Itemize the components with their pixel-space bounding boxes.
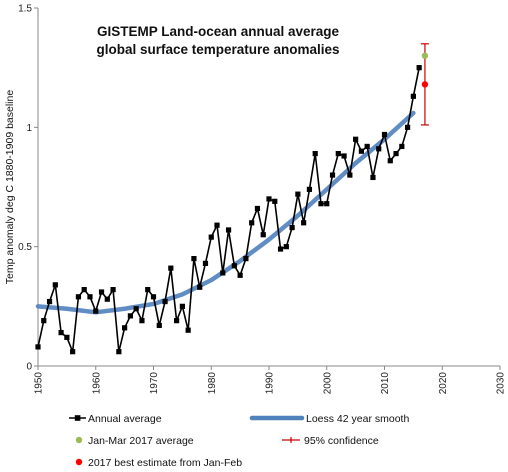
x-tick-label: 1990 — [265, 372, 276, 395]
annual-point — [64, 334, 70, 340]
jan-mar-2017-point — [421, 52, 429, 59]
annual-point — [283, 244, 289, 250]
x-tick-label: 1960 — [91, 372, 102, 395]
annual-point — [145, 287, 151, 293]
annual-point — [306, 186, 313, 192]
annual-point — [225, 227, 232, 233]
annual-point — [58, 329, 64, 336]
annual-point — [98, 289, 105, 295]
x-tick-label: 2010 — [380, 372, 391, 395]
annual-point — [35, 344, 41, 350]
annual-point — [410, 93, 416, 99]
legend-confidence-label: 95% confidence — [304, 435, 379, 447]
annual-point — [266, 196, 272, 202]
chart-title-line1: GISTEMP Land-ocean annual average — [97, 24, 340, 39]
annual-point — [156, 322, 162, 329]
annual-point — [347, 172, 353, 178]
annual-point — [399, 143, 405, 150]
y-tick-label: 1 — [26, 123, 32, 134]
best-estimate-2017-point — [421, 81, 429, 88]
annual-point — [81, 287, 87, 293]
y-tick-label: 1.5 — [18, 4, 32, 15]
annual-point — [254, 205, 261, 212]
x-tick-label: 1980 — [207, 372, 218, 395]
annual-point — [168, 265, 174, 271]
extra-layer — [420, 43, 429, 126]
annual-point — [370, 174, 376, 181]
annual-point — [52, 282, 58, 288]
annual-point — [393, 150, 399, 157]
legend-annual-marker — [74, 415, 81, 421]
annual-point — [75, 294, 82, 300]
annual-point — [272, 198, 278, 204]
series-layer — [35, 65, 422, 355]
annual-point — [174, 318, 180, 324]
annual-point — [295, 191, 301, 197]
annual-point — [329, 172, 336, 178]
annual-point — [214, 222, 220, 228]
x-tick-label: 1970 — [149, 372, 160, 395]
annual-point — [358, 148, 364, 154]
annual-point — [387, 158, 393, 164]
annual-point — [191, 256, 197, 262]
annual-point — [405, 124, 411, 130]
annual-point — [243, 256, 249, 262]
annual-point — [127, 313, 133, 319]
annual-point — [341, 153, 347, 159]
legend-jan-mar-label: Jan-Mar 2017 average — [88, 435, 194, 447]
chart-title-line2: global surface temperature anomalies — [96, 42, 339, 57]
annual-point — [197, 284, 203, 290]
annual-point — [381, 131, 388, 138]
annual-point — [353, 136, 359, 142]
annual-point — [277, 246, 284, 252]
legend-annual-label: Annual average — [88, 413, 162, 425]
annual-point — [162, 298, 168, 305]
annual-point — [41, 318, 47, 324]
legend-jan-mar-dot — [75, 436, 83, 444]
annual-point — [208, 234, 214, 240]
annual-point — [301, 220, 307, 226]
legend-best-estimate-label: 2017 best estimate from Jan-Feb — [88, 457, 242, 469]
y-tick-label: 0.5 — [18, 242, 32, 253]
y-axis-label: Temp anomaly deg C 1880-1909 baseline — [4, 90, 16, 285]
annual-point — [185, 327, 191, 333]
annual-point — [150, 294, 157, 300]
annual-point — [318, 201, 324, 207]
legend-layer: Annual average Loess 42 year smooth Jan-Ma… — [69, 413, 409, 469]
annual-point — [122, 325, 128, 331]
annual-point — [202, 260, 209, 266]
annual-point — [364, 143, 370, 150]
annual-point — [46, 298, 53, 305]
annual-point — [335, 150, 341, 157]
annual-point — [133, 306, 139, 312]
annual-point — [289, 224, 295, 231]
annual-point — [93, 308, 99, 314]
y-tick-label: 0 — [26, 362, 32, 373]
annual-point — [237, 272, 243, 278]
annual-point — [324, 201, 330, 207]
annual-point — [179, 303, 185, 309]
x-tick-label: 2030 — [496, 372, 507, 395]
annual-point — [116, 349, 122, 355]
legend-smooth-label: Loess 42 year smooth — [306, 413, 409, 425]
x-tick-label: 2000 — [322, 372, 333, 395]
annual-point — [220, 270, 226, 276]
axes-layer: 0 0.5 1 1.5 1950 1960 1970 1980 1990 2000 2010 2020… — [18, 4, 506, 395]
annual-point — [104, 296, 110, 302]
x-tick-label: 2020 — [438, 372, 449, 395]
annual-point — [249, 220, 255, 226]
annual-point — [70, 349, 76, 355]
annual-point — [376, 146, 382, 152]
x-tick-label: 1950 — [34, 372, 45, 395]
annual-point — [260, 232, 266, 238]
annual-point — [110, 287, 116, 293]
legend-best-estimate-dot — [75, 458, 83, 466]
annual-point — [312, 150, 318, 157]
annual-point — [87, 294, 93, 300]
annual-point — [139, 318, 145, 324]
annual-point — [416, 65, 422, 71]
annual-point — [231, 263, 237, 269]
